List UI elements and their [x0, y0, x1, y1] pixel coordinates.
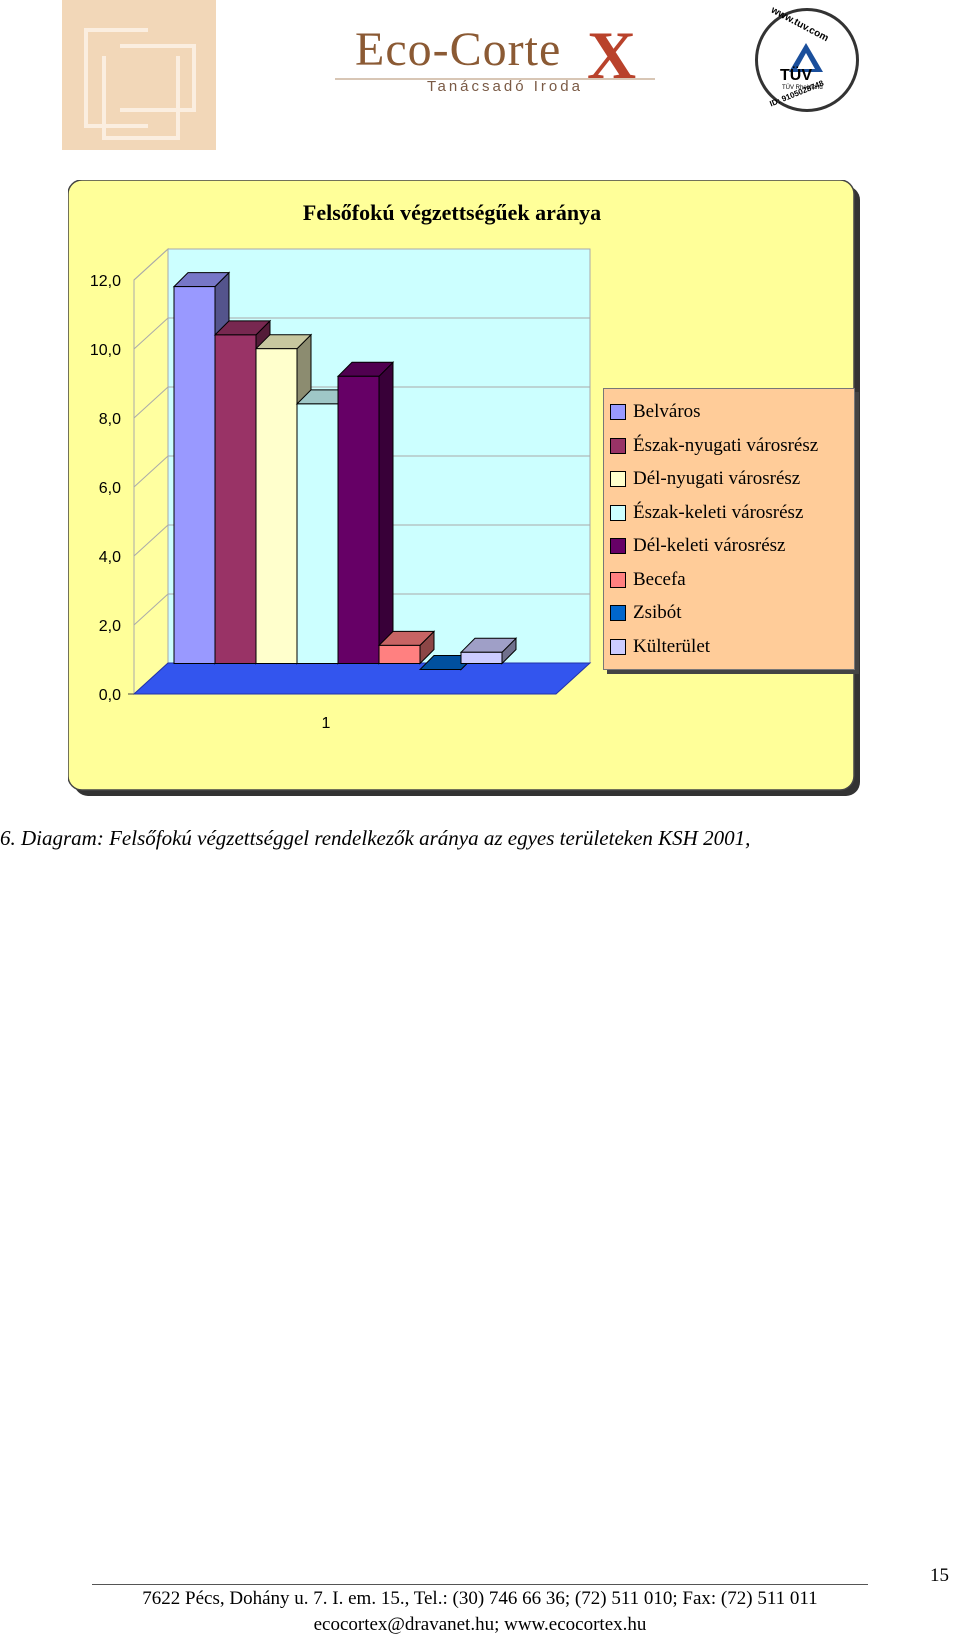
- bar-side: [378, 361, 394, 665]
- y-tick-label: 0,0: [99, 687, 121, 704]
- legend-label: Dél-nyugati városrész: [633, 468, 801, 489]
- figure-caption: 6. Diagram: Felsőfokú végzettséggel rend…: [0, 826, 751, 850]
- bar-2: [214, 334, 257, 664]
- chart-floor: [132, 662, 592, 695]
- logo-title: Eco-Corte: [355, 23, 562, 76]
- page-header: Eco-Corte X Tanácsadó Iroda www.tuv.com …: [0, 0, 960, 160]
- legend-swatch: [610, 504, 626, 521]
- legend-swatch: [610, 638, 626, 655]
- badge-org: TÜV Rheinland: [782, 85, 823, 91]
- bar-1: [173, 286, 216, 664]
- bar-4: [296, 403, 339, 664]
- tuv-triangle-icon: [789, 43, 823, 72]
- gridline-side: [133, 524, 169, 557]
- y-tick-label: 6,0: [99, 480, 121, 497]
- gridline-side: [133, 386, 169, 419]
- legend-label: Észak-nyugati városrész: [633, 434, 819, 456]
- bar-3: [255, 348, 298, 664]
- y-tick-label: 12,0: [90, 273, 121, 290]
- footer-divider: [92, 1584, 868, 1585]
- badge-url: www.tuv.com: [769, 4, 831, 45]
- y-tick-label: 8,0: [99, 411, 121, 428]
- legend-label: Zsibót: [633, 602, 682, 623]
- legend-swatch: [610, 538, 626, 554]
- gridline-side: [133, 455, 169, 488]
- legend-label: Észak-keleti városrész: [633, 501, 804, 523]
- bar-8: [460, 651, 503, 664]
- legend-label: Külterület: [633, 635, 711, 657]
- company-logo-mark: [62, 0, 216, 150]
- legend-item: Észak-nyugati városrész: [610, 431, 818, 461]
- legend-item: Dél-keleti városrész: [610, 531, 785, 561]
- legend-label: Becefa: [633, 568, 686, 590]
- gridline-side: [133, 593, 169, 626]
- legend-item: Becefa: [610, 565, 686, 595]
- legend-swatch: [610, 437, 626, 454]
- y-tick-label: 2,0: [99, 618, 121, 635]
- legend-item: Belváros: [610, 397, 701, 427]
- chart-title: Felsőfokú végzettségűek aránya: [303, 200, 601, 225]
- legend-label: Belváros: [633, 401, 701, 422]
- legend-item: Külterület: [610, 632, 710, 662]
- legend-swatch: [610, 404, 626, 420]
- legend-swatch: [610, 605, 626, 621]
- footer-contact: ecocortex@dravanet.hu; www.ecocortex.hu: [313, 1614, 647, 1635]
- footer-address: 7622 Pécs, Dohány u. 7. I. em. 15., Tel.…: [142, 1588, 818, 1609]
- page-number: 15: [930, 1565, 949, 1586]
- y-tick-label: 4,0: [99, 549, 121, 566]
- legend-item: Dél-nyugati városrész: [610, 464, 800, 494]
- gridline-side: [133, 248, 169, 281]
- badge-name: TÜV: [780, 67, 812, 84]
- chart-legend: Belváros Észak-nyugati városrész Dél-nyuga…: [603, 388, 855, 670]
- logo-x: X: [587, 17, 637, 93]
- bar-6: [378, 644, 421, 664]
- tuv-certification-badge: www.tuv.com TÜV TÜV Rheinland ID: 910502…: [755, 4, 859, 112]
- legend-swatch: [610, 471, 626, 487]
- legend-label: Dél-keleti városrész: [633, 535, 786, 556]
- legend-item: Zsibót: [610, 598, 682, 628]
- company-logo: Eco-Corte X Tanácsadó Iroda: [335, 17, 655, 102]
- logo-subtitle: Tanácsadó Iroda: [427, 78, 583, 95]
- legend-swatch: [610, 571, 626, 588]
- y-tick-label: 10,0: [90, 342, 121, 359]
- x-tick-label: 1: [322, 715, 331, 732]
- legend-item: Észak-keleti városrész: [610, 498, 803, 528]
- bar-5: [337, 375, 380, 665]
- gridline-side: [133, 317, 169, 350]
